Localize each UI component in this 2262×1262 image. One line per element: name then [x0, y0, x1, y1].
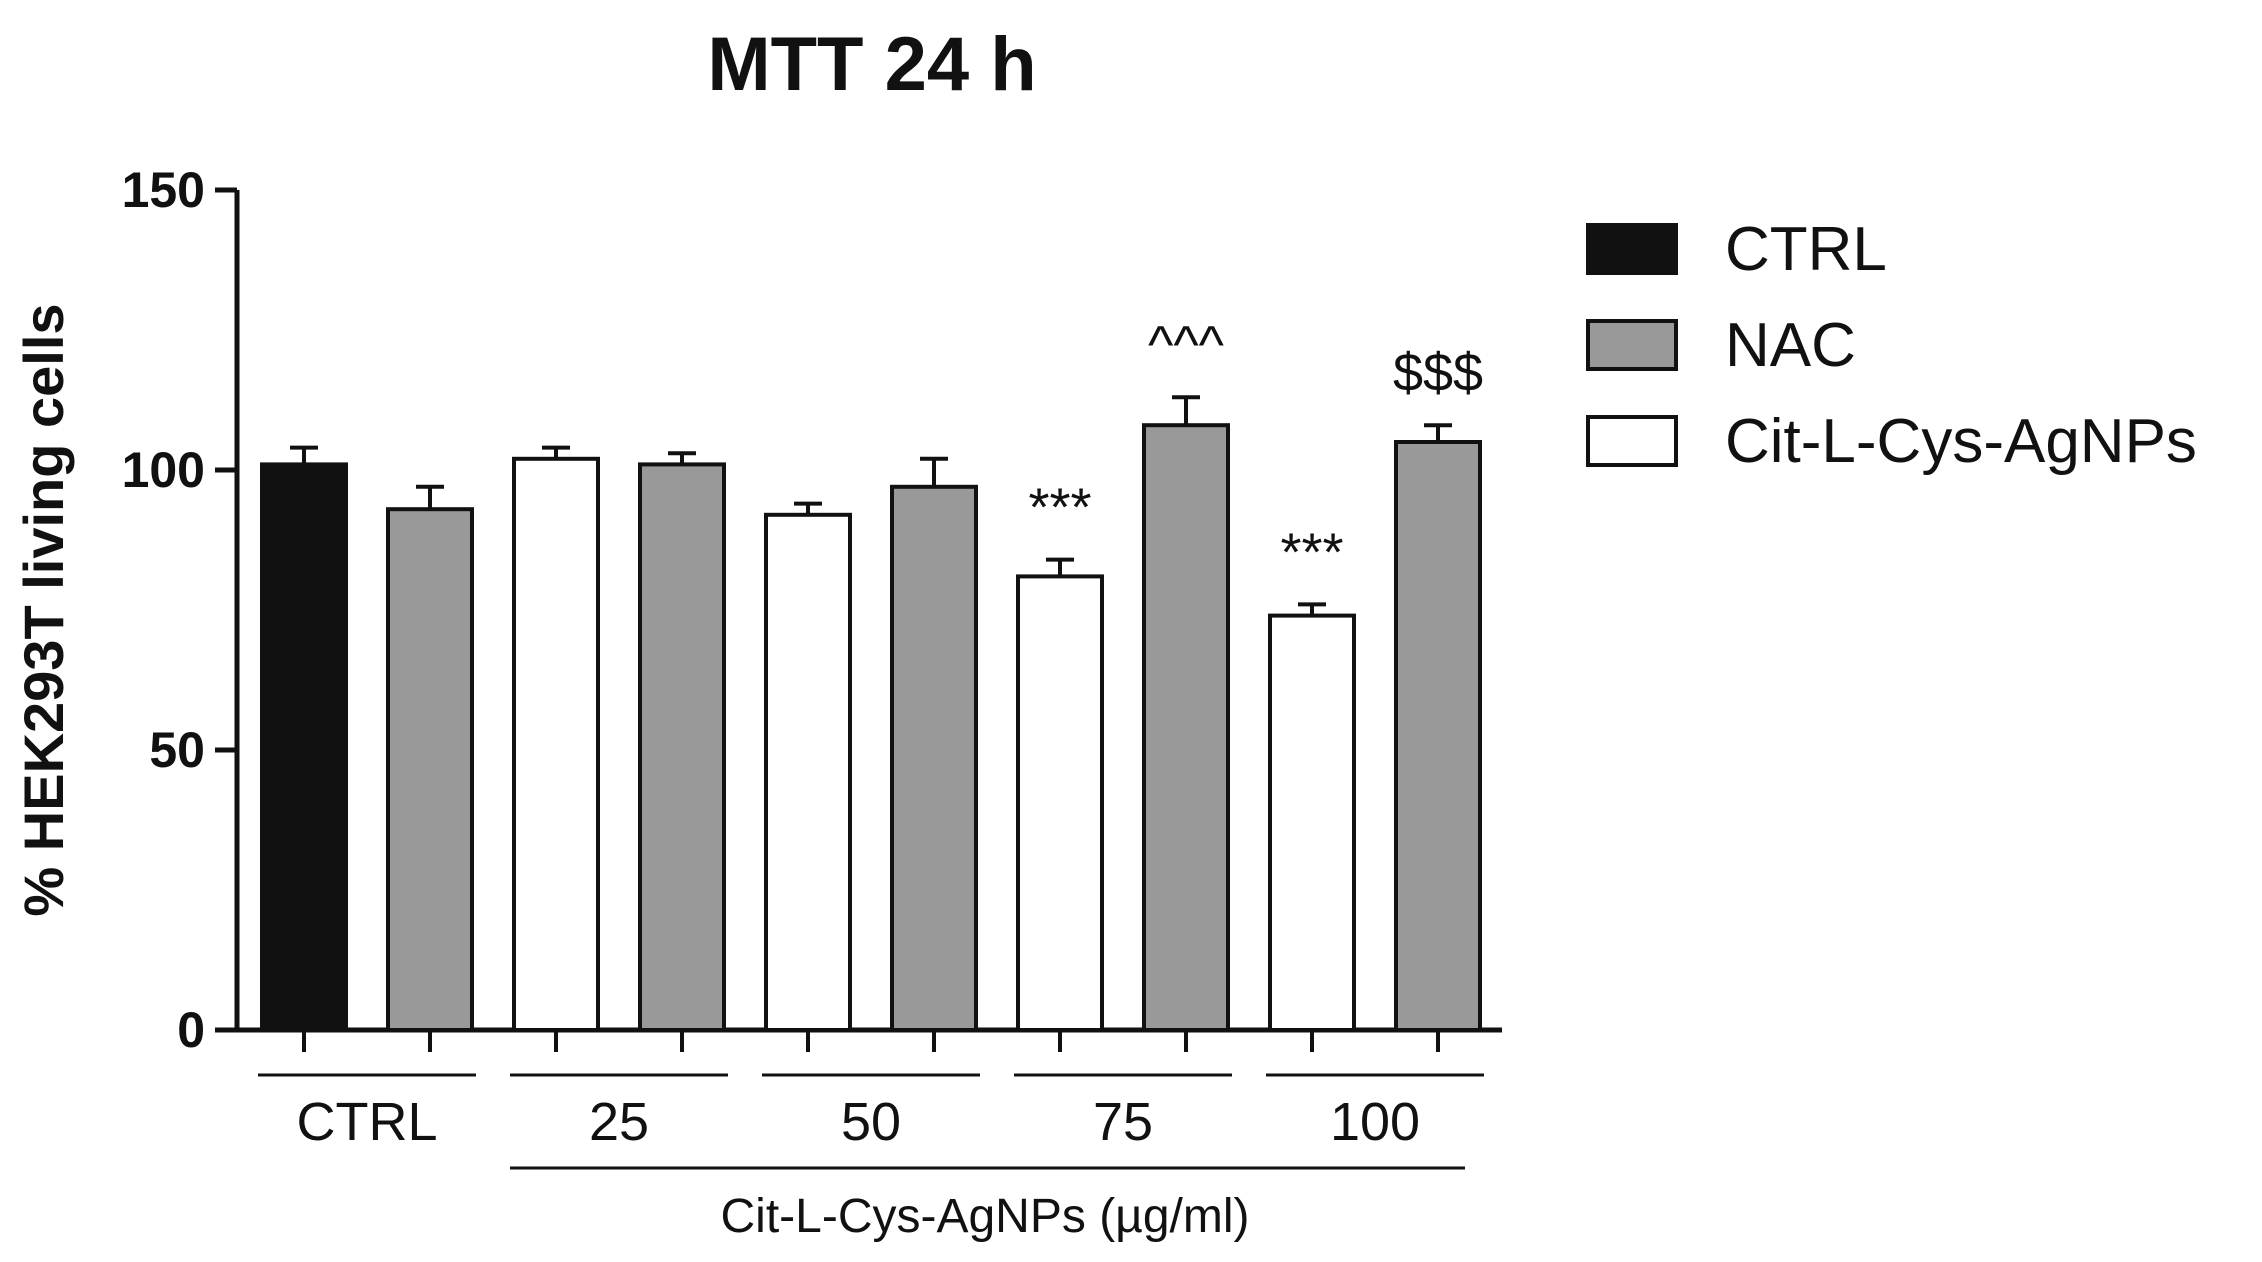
legend-label: NAC [1725, 311, 1856, 380]
bar [512, 456, 600, 1032]
legend-label: CTRL [1725, 215, 1887, 284]
x-axis-label: Cit-L-Cys-AgNPs (µg/ml) [720, 1190, 1249, 1243]
significance-annotation: ^^^ [1148, 315, 1225, 375]
bar [1394, 440, 1482, 1032]
significance-annotation: *** [1028, 478, 1091, 538]
x-group-label: 100 [1330, 1092, 1420, 1152]
bar [764, 512, 852, 1032]
bar [260, 462, 348, 1032]
axes: 0 50 100 150 [122, 162, 1502, 1058]
y-axis-label: % HEK293T living cells [12, 303, 75, 916]
bar [890, 484, 978, 1032]
x-group-label: 25 [589, 1092, 649, 1152]
legend-swatch [1586, 415, 1678, 467]
y-tick-label: 50 [149, 722, 205, 778]
y-tick-label: 150 [122, 162, 205, 218]
bar [1016, 574, 1104, 1033]
y-tick-label: 100 [122, 442, 205, 498]
significance-annotation: *** [1280, 522, 1343, 582]
legend: CTRL NAC Cit-L-Cys-AgNPs [1586, 215, 2197, 476]
legend-swatch [1586, 223, 1678, 275]
bar [638, 462, 726, 1032]
significance-annotation: $$$ [1393, 343, 1483, 403]
chart-title: MTT 24 h [707, 22, 1036, 107]
x-axis-labels: CTRL 25 50 75 100 [258, 1073, 1484, 1170]
bar [1268, 613, 1356, 1032]
legend-label: Cit-L-Cys-AgNPs [1725, 407, 2197, 476]
bars: *** ^^^ *** $$$ [260, 315, 1483, 1033]
legend-swatch [1586, 319, 1678, 371]
bar [1142, 423, 1230, 1032]
y-tick-label: 0 [177, 1002, 205, 1058]
x-group-label: 75 [1093, 1092, 1153, 1152]
bar [386, 507, 474, 1032]
x-group-label: CTRL [296, 1092, 437, 1152]
x-group-label: 50 [841, 1092, 901, 1152]
